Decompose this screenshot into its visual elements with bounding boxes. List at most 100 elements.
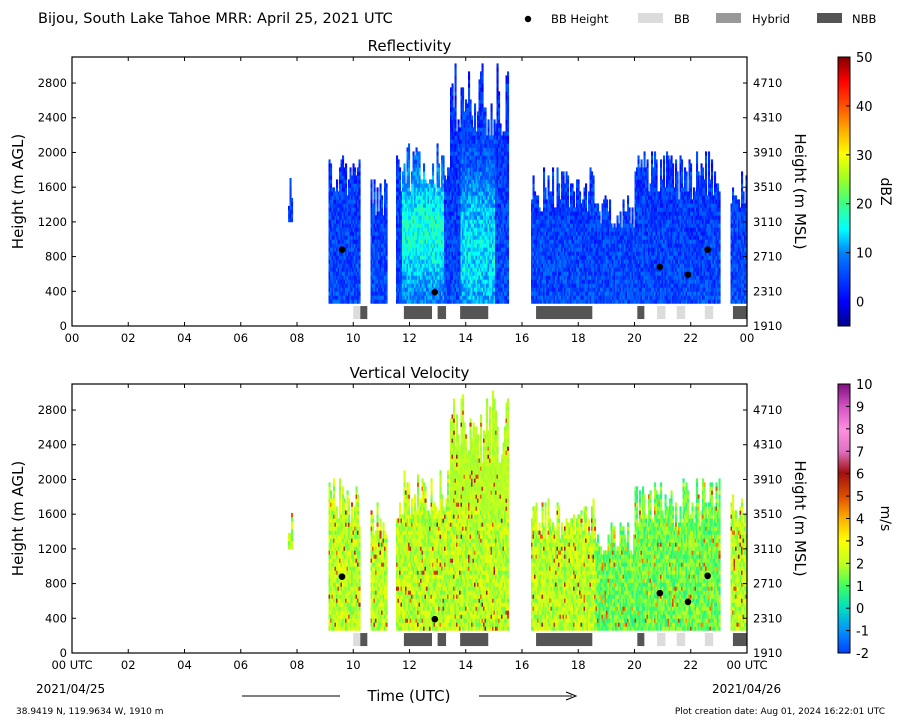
echo-cell bbox=[546, 255, 549, 260]
echo-cell bbox=[490, 235, 493, 240]
echo-cell bbox=[432, 211, 435, 216]
echo-cell bbox=[489, 247, 492, 252]
echo-cell bbox=[448, 231, 451, 236]
echo-cell bbox=[493, 119, 496, 124]
echo-cell bbox=[462, 147, 465, 152]
echo-cell bbox=[408, 239, 411, 244]
echo-cell bbox=[411, 259, 414, 264]
echo-cell bbox=[289, 189, 292, 195]
echo-cell bbox=[351, 207, 354, 212]
echo-cell bbox=[502, 135, 505, 140]
echo-cell bbox=[417, 159, 420, 164]
echo-cell bbox=[372, 295, 375, 300]
echo-cell bbox=[558, 267, 561, 272]
echo-cell bbox=[418, 199, 421, 204]
echo-cell bbox=[549, 219, 552, 224]
echo-cell bbox=[498, 259, 501, 264]
echo-cell bbox=[571, 267, 574, 272]
echo-cell bbox=[502, 267, 505, 272]
echo-cell bbox=[490, 111, 493, 116]
echo-cell bbox=[412, 235, 415, 240]
echo-cell bbox=[496, 167, 499, 172]
echo-cell bbox=[493, 159, 496, 164]
echo-cell bbox=[472, 135, 475, 140]
echo-cell bbox=[502, 235, 505, 240]
echo-cell bbox=[397, 267, 400, 272]
echo-cell bbox=[457, 267, 460, 272]
echo-cell bbox=[415, 207, 418, 212]
echo-cell bbox=[478, 119, 481, 124]
echo-cell bbox=[415, 283, 418, 288]
echo-cell bbox=[556, 207, 559, 212]
echo-cell bbox=[501, 211, 504, 216]
echo-cell bbox=[535, 215, 538, 220]
echo-cell bbox=[495, 147, 498, 152]
echo-cell bbox=[556, 267, 559, 272]
echo-cell bbox=[562, 187, 565, 192]
echo-cell bbox=[493, 179, 496, 184]
echo-cell bbox=[408, 283, 411, 288]
echo-cell bbox=[499, 287, 502, 292]
echo-cell bbox=[400, 191, 403, 196]
echo-cell bbox=[498, 151, 501, 156]
echo-cell bbox=[408, 151, 411, 156]
echo-cell bbox=[556, 299, 559, 304]
echo-cell bbox=[499, 191, 502, 196]
echo-cell bbox=[421, 227, 424, 232]
echo-cell bbox=[532, 283, 535, 288]
echo-cell bbox=[451, 203, 454, 208]
echo-cell bbox=[457, 283, 460, 288]
echo-cell bbox=[454, 275, 457, 280]
echo-cell bbox=[462, 143, 465, 148]
echo-cell bbox=[415, 243, 418, 248]
echo-cell bbox=[418, 235, 421, 240]
echo-cell bbox=[532, 175, 535, 180]
echo-cell bbox=[345, 299, 348, 304]
echo-cell bbox=[556, 215, 559, 220]
echo-cell bbox=[417, 291, 420, 296]
echo-cell bbox=[415, 187, 418, 192]
echo-cell bbox=[568, 207, 571, 212]
echo-cell bbox=[438, 215, 441, 220]
echo-cell bbox=[450, 111, 453, 116]
echo-cell bbox=[346, 219, 349, 224]
echo-cell bbox=[480, 199, 483, 204]
echo-cell bbox=[498, 231, 501, 236]
echo-cell bbox=[372, 283, 375, 288]
echo-cell bbox=[564, 191, 567, 196]
echo-cell bbox=[421, 199, 424, 204]
echo-cell bbox=[372, 291, 375, 296]
echo-cell bbox=[456, 223, 459, 228]
echo-cell bbox=[459, 215, 462, 220]
echo-cell bbox=[504, 131, 507, 136]
echo-cell bbox=[468, 271, 471, 276]
echo-cell bbox=[540, 259, 543, 264]
echo-cell bbox=[490, 215, 493, 220]
echo-cell bbox=[477, 255, 480, 260]
echo-cell bbox=[462, 263, 465, 268]
echo-cell bbox=[558, 251, 561, 256]
echo-cell bbox=[352, 259, 355, 264]
echo-cell bbox=[411, 171, 414, 176]
echo-cell bbox=[573, 255, 576, 260]
echo-cell bbox=[382, 235, 385, 240]
echo-cell bbox=[421, 191, 424, 196]
echo-cell bbox=[462, 283, 465, 288]
echo-cell bbox=[561, 267, 564, 272]
echo-cell bbox=[403, 207, 406, 212]
echo-cell bbox=[426, 287, 429, 292]
echo-cell bbox=[493, 203, 496, 208]
echo-cell bbox=[567, 239, 570, 244]
echo-cell bbox=[418, 163, 421, 168]
echo-cell bbox=[495, 199, 498, 204]
echo-cell bbox=[552, 287, 555, 292]
echo-cell bbox=[555, 283, 558, 288]
echo-cell bbox=[561, 263, 564, 268]
echo-cell bbox=[420, 207, 423, 212]
echo-cell bbox=[571, 183, 574, 188]
echo-cell bbox=[379, 219, 382, 224]
echo-cell bbox=[535, 235, 538, 240]
echo-cell bbox=[454, 251, 457, 256]
echo-cell bbox=[480, 211, 483, 216]
echo-cell bbox=[469, 175, 472, 180]
